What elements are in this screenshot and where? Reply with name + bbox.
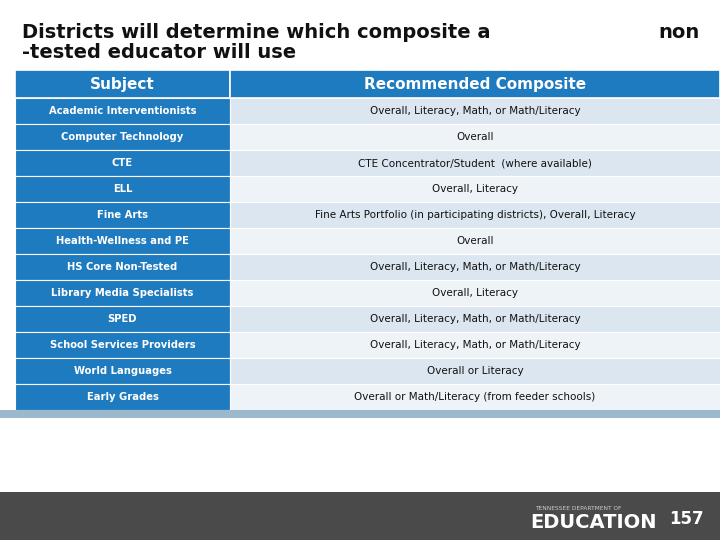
Bar (230, 150, 720, 176)
Text: Recommended Composite: Recommended Composite (364, 77, 586, 91)
Bar (15, 384, 230, 410)
Text: Overall or Literacy: Overall or Literacy (427, 366, 523, 376)
Text: CTE Concentrator/Student  (where available): CTE Concentrator/Student (where availabl… (358, 158, 592, 168)
Text: Overall, Literacy: Overall, Literacy (432, 288, 518, 298)
Bar (0, 492, 720, 540)
Text: TENNESSEE DEPARTMENT OF: TENNESSEE DEPARTMENT OF (535, 507, 621, 511)
Text: -tested educator will use: -tested educator will use (22, 43, 296, 62)
Bar (15, 150, 230, 176)
Text: Health-Wellness and PE: Health-Wellness and PE (56, 236, 189, 246)
Text: 157: 157 (670, 510, 704, 528)
Bar (230, 202, 720, 228)
Bar (230, 70, 720, 98)
Text: Early Grades: Early Grades (86, 392, 158, 402)
Bar (15, 124, 230, 150)
Bar (15, 254, 230, 280)
Text: Overall, Literacy, Math, or Math/Literacy: Overall, Literacy, Math, or Math/Literac… (369, 340, 580, 350)
Text: Overall or Math/Literacy (from feeder schools): Overall or Math/Literacy (from feeder sc… (354, 392, 595, 402)
Bar (230, 176, 720, 202)
Text: Academic Interventionists: Academic Interventionists (49, 106, 197, 116)
Bar (230, 332, 720, 358)
Bar (15, 332, 230, 358)
Bar (230, 306, 720, 332)
Text: CTE: CTE (112, 158, 133, 168)
Text: Computer Technology: Computer Technology (61, 132, 184, 142)
Text: Overall, Literacy: Overall, Literacy (432, 184, 518, 194)
Bar (15, 306, 230, 332)
Text: HS Core Non-Tested: HS Core Non-Tested (68, 262, 178, 272)
Bar (230, 358, 720, 384)
Text: Fine Arts: Fine Arts (97, 210, 148, 220)
Text: Overall, Literacy, Math, or Math/Literacy: Overall, Literacy, Math, or Math/Literac… (369, 314, 580, 324)
Text: Overall: Overall (456, 236, 494, 246)
Text: Overall, Literacy, Math, or Math/Literacy: Overall, Literacy, Math, or Math/Literac… (369, 106, 580, 116)
Bar (230, 254, 720, 280)
Bar (15, 228, 230, 254)
Bar (230, 228, 720, 254)
Bar (230, 280, 720, 306)
Text: Districts will determine which composite a: Districts will determine which composite… (22, 23, 490, 42)
Bar (230, 124, 720, 150)
Text: World Languages: World Languages (73, 366, 171, 376)
Bar (15, 280, 230, 306)
Text: School Services Providers: School Services Providers (50, 340, 195, 350)
Text: Library Media Specialists: Library Media Specialists (51, 288, 194, 298)
Text: SPED: SPED (108, 314, 138, 324)
Text: Overall, Literacy, Math, or Math/Literacy: Overall, Literacy, Math, or Math/Literac… (369, 262, 580, 272)
Text: EDUCATION: EDUCATION (530, 512, 657, 531)
Bar (15, 202, 230, 228)
Bar (15, 176, 230, 202)
Bar (230, 98, 720, 124)
Text: Subject: Subject (90, 77, 155, 91)
Text: non: non (659, 23, 700, 42)
Text: ELL: ELL (113, 184, 132, 194)
Text: Overall: Overall (456, 132, 494, 142)
Text: Fine Arts Portfolio (in participating districts), Overall, Literacy: Fine Arts Portfolio (in participating di… (315, 210, 635, 220)
Bar (15, 98, 230, 124)
Bar (15, 358, 230, 384)
Bar (230, 384, 720, 410)
Bar (15, 70, 230, 98)
Bar (0, 410, 720, 418)
